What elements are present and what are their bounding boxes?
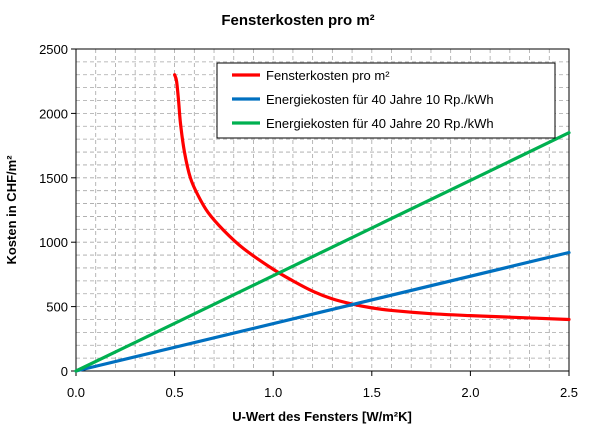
y-tick-label: 0 bbox=[61, 364, 68, 379]
x-tick-label: 1.5 bbox=[363, 385, 381, 400]
x-tick-label: 1.0 bbox=[264, 385, 282, 400]
series-energie-10rp-line bbox=[74, 250, 571, 373]
legend-entry-label: Energiekosten für 40 Jahre 20 Rp./kWh bbox=[266, 116, 494, 131]
x-tick-label: 0.0 bbox=[67, 385, 85, 400]
x-axis-label: U-Wert des Fensters [W/m²K] bbox=[232, 409, 412, 424]
legend-entry-label: Energiekosten für 40 Jahre 10 Rp./kWh bbox=[266, 92, 494, 107]
chart-title: Fensterkosten pro m² bbox=[221, 12, 374, 29]
plot-frame bbox=[75, 48, 570, 372]
series-lines bbox=[74, 73, 571, 373]
legend: Fensterkosten pro m² Energiekosten für 40… bbox=[216, 62, 556, 139]
series-energie-20rp-line bbox=[74, 131, 571, 373]
legend-entry-label: Fensterkosten pro m² bbox=[266, 68, 390, 83]
y-tick-label: 500 bbox=[46, 300, 68, 315]
ticks: 0.0 0.5 1.0 1.5 2.0 2.5 0 500 1000 1500 2000 2500 bbox=[39, 42, 578, 400]
x-tick-label: 2.5 bbox=[560, 385, 578, 400]
y-tick-label: 2000 bbox=[39, 106, 68, 121]
y-tick-label: 1500 bbox=[39, 171, 68, 186]
x-tick-label: 2.0 bbox=[461, 385, 479, 400]
y-tick-label: 1000 bbox=[39, 235, 68, 250]
y-axis-label: Kosten in CHF/m² bbox=[4, 155, 19, 265]
y-tick-label: 2500 bbox=[39, 42, 68, 57]
series-fensterkosten-line bbox=[173, 73, 571, 322]
legend-box bbox=[216, 62, 556, 139]
x-tick-label: 0.5 bbox=[166, 385, 184, 400]
